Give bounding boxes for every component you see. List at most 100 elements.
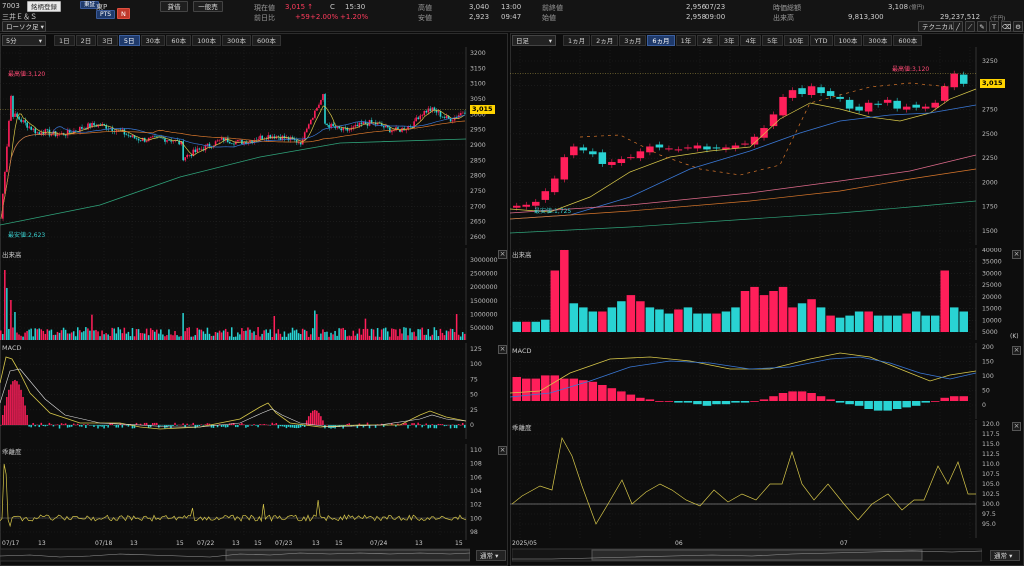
left-volume-bar <box>249 329 251 340</box>
right-macd-close-icon[interactable]: × <box>1012 346 1021 355</box>
right-volume-close-icon[interactable]: × <box>1012 250 1021 259</box>
left-macd-bar <box>320 416 322 425</box>
left-candle <box>149 137 152 138</box>
right-period-select[interactable]: 日足 ▾ <box>512 35 556 46</box>
pts-tag[interactable]: PTS <box>96 10 116 19</box>
left-tab-7[interactable]: 300本 <box>222 35 251 46</box>
left-tab-6[interactable]: 100本 <box>192 35 222 46</box>
right-tab-4[interactable]: 1年 <box>675 35 697 46</box>
right-normal-select[interactable]: 通常 ▾ <box>990 550 1020 561</box>
left-deviation-line <box>0 463 467 528</box>
right-tab-10[interactable]: YTD <box>809 35 833 46</box>
left-candle <box>370 120 373 123</box>
credit-button[interactable]: 貸借 <box>160 1 188 12</box>
left-macd-bar <box>257 425 259 428</box>
left-macd-bar <box>314 410 316 425</box>
left-macd-bar <box>391 423 393 425</box>
left-volume-bar <box>162 334 164 340</box>
right-candle <box>750 136 759 145</box>
left-candle <box>4 171 6 194</box>
left-volume-bar <box>87 328 89 340</box>
left-macd-chart[interactable]: 125 100 75 50 25 0 <box>0 343 508 439</box>
left-tab-1[interactable]: 2日 <box>75 35 97 46</box>
right-tab-6[interactable]: 3年 <box>718 35 740 46</box>
draw-text-icon[interactable]: T <box>989 21 999 32</box>
left-candle <box>151 136 154 138</box>
left-volume-bar <box>461 332 464 340</box>
draw-ray-icon[interactable]: ⟋ <box>965 21 975 32</box>
left-volume-tick: 2500000 <box>470 271 498 278</box>
register-button[interactable]: 銘柄登録 <box>27 1 61 12</box>
stock-code: 7003 <box>2 2 20 10</box>
left-macd-close-icon[interactable]: × <box>498 345 507 354</box>
candle-select[interactable]: ローソク足 ▾ <box>2 21 46 32</box>
right-tab-11[interactable]: 100本 <box>833 35 863 46</box>
left-tab-2[interactable]: 3日 <box>97 35 118 46</box>
left-period-select[interactable]: 5分 ▾ <box>2 35 46 46</box>
right-tab-2[interactable]: 3ヵ月 <box>619 35 647 46</box>
left-volume-bar <box>220 332 223 340</box>
left-macd-bar <box>184 425 186 428</box>
left-deviation-close-icon[interactable]: × <box>498 446 507 455</box>
left-candle <box>20 119 22 122</box>
draw-pen-icon[interactable]: ✎ <box>977 21 987 32</box>
right-tab-9[interactable]: 10年 <box>783 35 809 46</box>
left-volume-bar <box>366 328 369 340</box>
left-macd-bar <box>356 425 359 429</box>
left-deviation-chart[interactable]: 110 108 106 104 102 100 98 <box>0 444 508 540</box>
right-tab-12[interactable]: 300本 <box>863 35 893 46</box>
open-time: 09:00 <box>705 13 726 21</box>
left-x-tick: 07/24 <box>370 540 387 547</box>
right-deviation-close-icon[interactable]: × <box>1012 422 1021 431</box>
right-tab-8[interactable]: 5年 <box>762 35 783 46</box>
left-tab-0[interactable]: 1日 <box>54 35 75 46</box>
right-volume-bar <box>731 307 740 332</box>
left-volume-bar <box>437 336 440 340</box>
left-volume-bar <box>58 332 61 340</box>
right-price-tick: 2250 <box>982 155 998 162</box>
left-tab-3[interactable]: 5日 <box>118 35 140 46</box>
left-normal-select[interactable]: 通常 ▾ <box>476 550 506 561</box>
right-candle <box>845 99 854 109</box>
left-volume-bar <box>447 331 450 340</box>
exchange-tag[interactable]: 東証 <box>80 1 100 9</box>
left-tab-5[interactable]: 60本 <box>166 35 192 46</box>
left-candle <box>109 128 112 129</box>
left-price-chart[interactable]: 3200 3150 3100 3050 3000 2950 2900 2850 2800 2750… <box>0 47 508 245</box>
left-macd-bar <box>62 424 65 425</box>
left-volume-bar <box>453 332 456 340</box>
right-tab-13[interactable]: 600本 <box>893 35 923 46</box>
left-candle <box>137 138 140 141</box>
right-volume-chart[interactable]: 40000 35000 30000 25000 20000 15000 10000 5000 <box>510 248 1024 340</box>
draw-erase-icon[interactable]: ⌫ <box>1001 21 1012 32</box>
right-macd-chart[interactable]: 200 150 100 50 0 <box>510 343 1024 419</box>
left-volume-close-icon[interactable]: × <box>498 250 507 259</box>
left-macd-bar <box>463 425 466 428</box>
left-macd-bar <box>267 424 269 426</box>
right-tab-3[interactable]: 6ヵ月 <box>647 35 675 46</box>
left-volume-bar <box>307 336 310 340</box>
left-macd-bar <box>293 425 296 429</box>
left-macd-bar <box>340 425 342 426</box>
left-volume-chart[interactable]: 3000000 2500000 2000000 1500000 1000000 50000… <box>0 248 508 340</box>
left-volume-bar <box>376 328 379 340</box>
right-tab-7[interactable]: 4年 <box>740 35 762 46</box>
right-deviation-chart[interactable]: 120.0 117.5 115.0 112.5 110.0 107.5 105.0 102.5… <box>510 420 1024 538</box>
left-tab-8[interactable]: 600本 <box>251 35 281 46</box>
n-tag[interactable]: N <box>117 8 130 19</box>
right-tab-0[interactable]: 1ヵ月 <box>563 35 591 46</box>
left-volume-bar <box>378 336 381 340</box>
general-button[interactable]: 一般売 <box>193 1 223 12</box>
left-volume-bar <box>247 327 249 340</box>
left-candle <box>425 110 428 113</box>
right-volume-bar <box>873 315 883 332</box>
left-navigator[interactable] <box>0 548 470 562</box>
right-navigator[interactable] <box>512 548 982 562</box>
right-tab-5[interactable]: 2年 <box>697 35 718 46</box>
left-tab-4[interactable]: 30本 <box>140 35 166 46</box>
settings-icon[interactable]: ⚙ <box>1013 21 1023 32</box>
right-tab-1[interactable]: 2ヵ月 <box>591 35 619 46</box>
draw-line-icon[interactable]: ╱ <box>953 21 963 32</box>
right-candle <box>598 152 607 164</box>
right-price-chart[interactable]: 32503000275025002250200017501500最高値:3,12… <box>510 47 1024 245</box>
